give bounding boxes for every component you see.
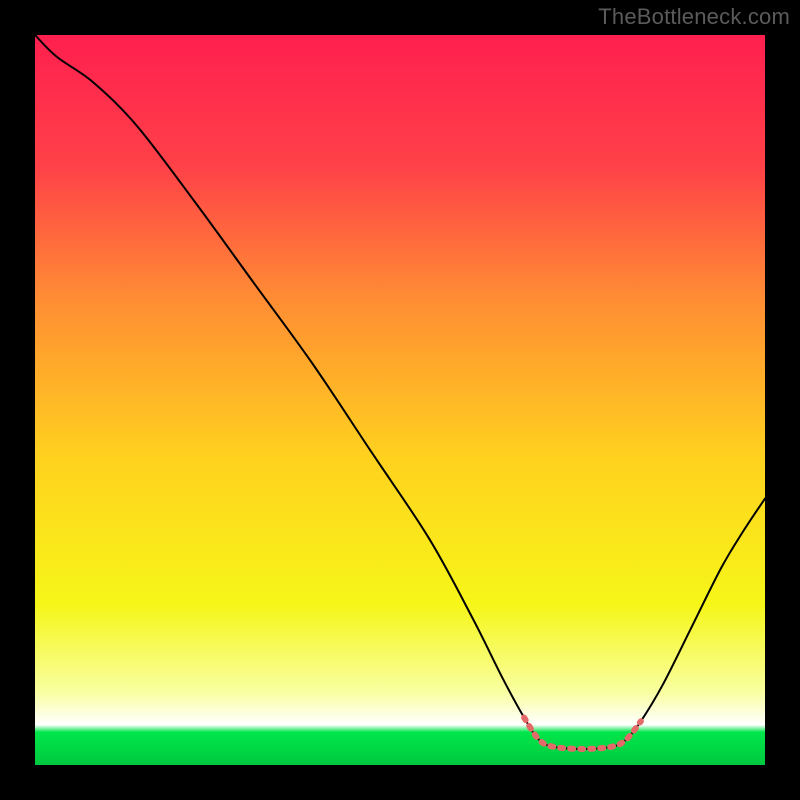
plot-svg	[35, 35, 765, 765]
chart-container: TheBottleneck.com	[0, 0, 800, 800]
plot-area	[35, 35, 765, 765]
watermark-text: TheBottleneck.com	[598, 4, 790, 30]
chart-background	[35, 35, 765, 765]
